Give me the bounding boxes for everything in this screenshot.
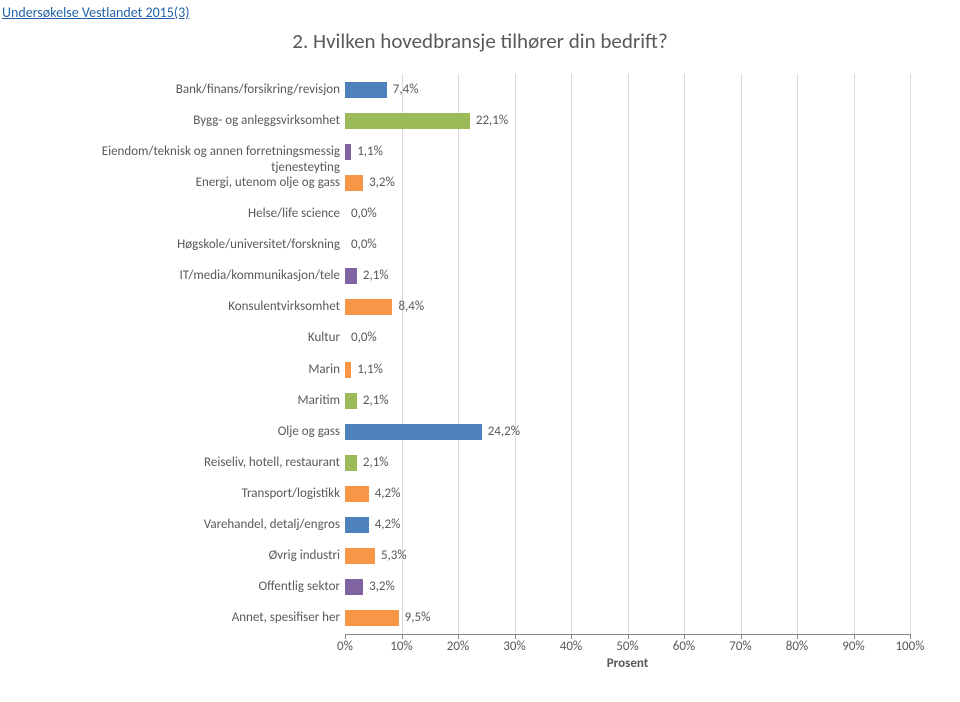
bar-row bbox=[345, 393, 357, 409]
grid-line bbox=[515, 74, 516, 634]
bar-row bbox=[345, 579, 363, 595]
grid-line bbox=[854, 74, 855, 634]
x-tick-label: 90% bbox=[842, 639, 864, 654]
value-label: 1,1% bbox=[357, 362, 383, 378]
bar bbox=[345, 455, 357, 471]
category-label: IT/media/kommunikasjon/tele bbox=[60, 268, 340, 284]
category-label: Bygg- og anleggsvirksomhet bbox=[60, 113, 340, 129]
bar-row bbox=[345, 299, 392, 315]
bar-row bbox=[345, 424, 482, 440]
category-label: Maritim bbox=[60, 393, 340, 409]
category-label: Reiseliv, hotell, restaurant bbox=[60, 455, 340, 471]
category-label: Offentlig sektor bbox=[60, 579, 340, 595]
bar bbox=[345, 299, 392, 315]
bar bbox=[345, 486, 369, 502]
x-tick-label: 30% bbox=[503, 639, 525, 654]
grid-line bbox=[571, 74, 572, 634]
bar-row bbox=[345, 362, 351, 378]
grid-line bbox=[628, 74, 629, 634]
value-label: 24,2% bbox=[488, 424, 520, 440]
bar-row bbox=[345, 113, 470, 129]
value-label: 0,0% bbox=[351, 237, 377, 253]
value-label: 0,0% bbox=[351, 330, 377, 346]
bar-row bbox=[345, 144, 351, 160]
value-label: 9,5% bbox=[405, 610, 431, 626]
bar bbox=[345, 517, 369, 533]
value-label: 2,1% bbox=[363, 455, 389, 471]
grid-line bbox=[797, 74, 798, 634]
category-label: Olje og gass bbox=[60, 424, 340, 440]
bar bbox=[345, 393, 357, 409]
grid-line bbox=[910, 74, 911, 634]
category-label: Transport/logistikk bbox=[60, 486, 340, 502]
category-label: Høgskole/universitet/forskning bbox=[60, 237, 340, 253]
bar-row bbox=[345, 548, 375, 564]
plot-region bbox=[345, 74, 910, 635]
bar bbox=[345, 82, 387, 98]
bar bbox=[345, 424, 482, 440]
x-tick-label: 50% bbox=[616, 639, 638, 654]
value-label: 7,4% bbox=[393, 82, 419, 98]
value-label: 0,0% bbox=[351, 206, 377, 222]
category-label: Konsulentvirksomhet bbox=[60, 299, 340, 315]
category-label: Kultur bbox=[60, 330, 340, 346]
x-tick-label: 70% bbox=[729, 639, 751, 654]
value-label: 3,2% bbox=[369, 175, 395, 191]
bar bbox=[345, 144, 351, 160]
value-label: 4,2% bbox=[375, 486, 401, 502]
value-label: 1,1% bbox=[357, 144, 383, 160]
value-label: 3,2% bbox=[369, 579, 395, 595]
grid-line bbox=[741, 74, 742, 634]
value-label: 5,3% bbox=[381, 548, 407, 564]
category-label: Marin bbox=[60, 362, 340, 378]
bar-row bbox=[345, 517, 369, 533]
bar-row bbox=[345, 82, 387, 98]
bar bbox=[345, 610, 399, 626]
grid-line bbox=[458, 74, 459, 634]
bar bbox=[345, 548, 375, 564]
x-tick-label: 80% bbox=[786, 639, 808, 654]
x-tick-label: 20% bbox=[447, 639, 469, 654]
x-tick-label: 0% bbox=[337, 639, 353, 654]
bar bbox=[345, 362, 351, 378]
bar bbox=[345, 113, 470, 129]
header-link[interactable]: Undersøkelse Vestlandet 2015(3) bbox=[0, 0, 191, 21]
category-label: Øvrig industri bbox=[60, 548, 340, 564]
category-label: Helse/life science bbox=[60, 206, 340, 222]
value-label: 22,1% bbox=[476, 113, 508, 129]
value-label: 8,4% bbox=[398, 299, 424, 315]
x-tick-label: 10% bbox=[390, 639, 412, 654]
x-tick-label: 40% bbox=[560, 639, 582, 654]
bar bbox=[345, 579, 363, 595]
bar-row bbox=[345, 455, 357, 471]
value-label: 2,1% bbox=[363, 268, 389, 284]
chart-title: 2. Hvilken hovedbransje tilhører din bed… bbox=[0, 28, 960, 54]
bar bbox=[345, 268, 357, 284]
x-axis-title: Prosent bbox=[345, 656, 910, 671]
x-tick-label: 100% bbox=[895, 639, 924, 654]
category-label: Bank/finans/forsikring/revisjon bbox=[60, 82, 340, 98]
bar-row bbox=[345, 268, 357, 284]
category-label: Annet, spesifiser her bbox=[60, 610, 340, 626]
x-tick-label: 60% bbox=[673, 639, 695, 654]
bar-row bbox=[345, 175, 363, 191]
bar bbox=[345, 175, 363, 191]
bar-row bbox=[345, 610, 399, 626]
category-label: Varehandel, detalj/engros bbox=[60, 517, 340, 533]
grid-line bbox=[684, 74, 685, 634]
bar-row bbox=[345, 486, 369, 502]
category-label: Energi, utenom olje og gass bbox=[60, 175, 340, 191]
category-label: Eiendom/teknisk og annen forretningsmess… bbox=[60, 144, 340, 160]
value-label: 4,2% bbox=[375, 517, 401, 533]
chart-area: Prosent 0% 10% 20% 30% 40% 50% 60% 70% 80% 90% 100… bbox=[60, 74, 930, 674]
value-label: 2,1% bbox=[363, 393, 389, 409]
